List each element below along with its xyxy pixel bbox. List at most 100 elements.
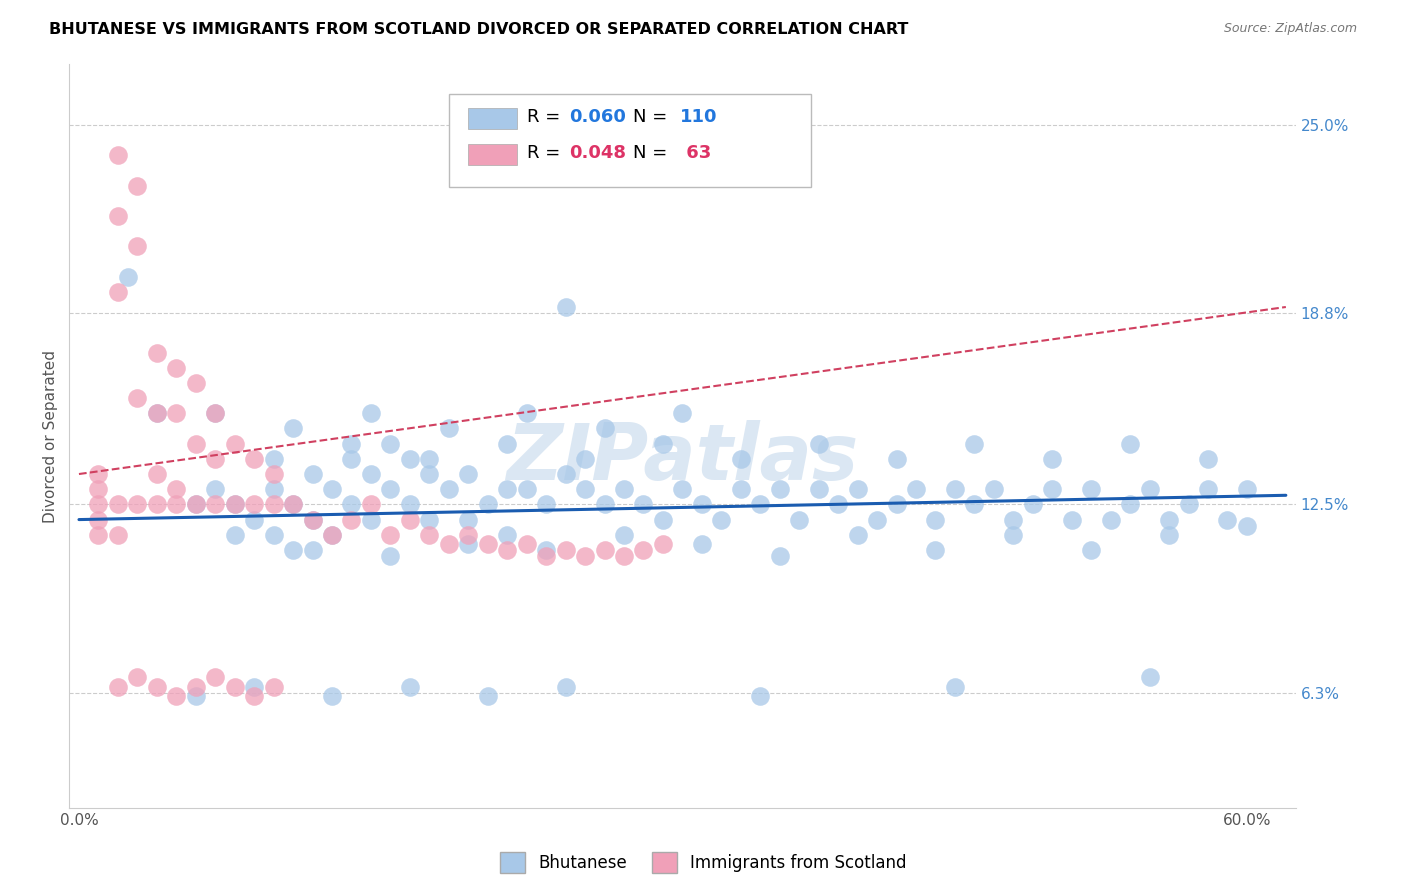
Point xyxy=(1236,518,1258,533)
Text: N =: N = xyxy=(633,144,673,161)
Point xyxy=(671,482,693,496)
Point xyxy=(301,512,323,526)
Point xyxy=(281,421,304,435)
Point xyxy=(360,406,382,420)
Point xyxy=(107,209,129,223)
Point xyxy=(807,482,830,496)
Point xyxy=(437,421,460,435)
Point xyxy=(87,512,110,526)
Point xyxy=(1197,451,1219,466)
Point xyxy=(574,549,596,563)
Point xyxy=(457,467,479,481)
Point xyxy=(165,482,187,496)
Point xyxy=(263,451,285,466)
Point xyxy=(496,482,519,496)
Point xyxy=(184,689,207,703)
Point xyxy=(1139,671,1161,685)
Point xyxy=(263,467,285,481)
Point xyxy=(534,497,557,511)
Point xyxy=(418,512,440,526)
Point xyxy=(710,512,733,526)
Point xyxy=(904,482,927,496)
Text: 63: 63 xyxy=(681,144,711,161)
Point xyxy=(281,497,304,511)
Point xyxy=(593,497,616,511)
Point xyxy=(477,537,499,551)
Point xyxy=(1099,512,1122,526)
Point xyxy=(574,482,596,496)
Point xyxy=(866,512,889,526)
Point xyxy=(769,482,792,496)
Point xyxy=(380,528,402,542)
Point xyxy=(690,537,713,551)
Point xyxy=(477,497,499,511)
Point xyxy=(263,482,285,496)
Point xyxy=(184,497,207,511)
Text: Source: ZipAtlas.com: Source: ZipAtlas.com xyxy=(1223,22,1357,36)
Point xyxy=(117,269,139,284)
Point xyxy=(165,689,187,703)
Point xyxy=(360,467,382,481)
Point xyxy=(652,512,675,526)
Point xyxy=(1157,512,1180,526)
Point xyxy=(224,436,246,450)
Point xyxy=(963,436,986,450)
Point xyxy=(204,497,226,511)
Point xyxy=(1139,482,1161,496)
Point xyxy=(924,543,946,558)
Point xyxy=(886,497,908,511)
Point xyxy=(399,451,422,466)
Point xyxy=(127,391,149,405)
Point xyxy=(204,451,226,466)
Point xyxy=(437,537,460,551)
Point xyxy=(146,497,169,511)
Point xyxy=(418,467,440,481)
Point xyxy=(516,537,538,551)
Point xyxy=(184,436,207,450)
Point xyxy=(983,482,1005,496)
Point xyxy=(574,451,596,466)
Point xyxy=(886,451,908,466)
Point xyxy=(321,528,343,542)
Point xyxy=(554,680,576,694)
Point xyxy=(184,497,207,511)
Point xyxy=(301,512,323,526)
Point xyxy=(963,497,986,511)
Point xyxy=(380,549,402,563)
Point xyxy=(477,689,499,703)
Point xyxy=(127,178,149,193)
Point xyxy=(554,467,576,481)
Point xyxy=(1177,497,1199,511)
Point xyxy=(457,537,479,551)
Point xyxy=(749,497,772,511)
Point xyxy=(281,543,304,558)
Point xyxy=(1040,482,1063,496)
Point xyxy=(87,497,110,511)
Point xyxy=(943,482,966,496)
Point xyxy=(301,543,323,558)
Point xyxy=(496,528,519,542)
Point xyxy=(243,689,266,703)
Point xyxy=(107,285,129,299)
Point xyxy=(321,689,343,703)
Point xyxy=(534,549,557,563)
Point xyxy=(1216,512,1239,526)
Point xyxy=(165,406,187,420)
Point xyxy=(146,345,169,359)
Point xyxy=(1119,436,1142,450)
Point xyxy=(671,406,693,420)
FancyBboxPatch shape xyxy=(468,144,517,164)
Point xyxy=(399,512,422,526)
Text: N =: N = xyxy=(633,108,673,126)
Point xyxy=(184,376,207,390)
Point xyxy=(87,467,110,481)
Point xyxy=(224,497,246,511)
Point xyxy=(380,436,402,450)
Point xyxy=(613,528,636,542)
Point xyxy=(321,528,343,542)
Point xyxy=(165,497,187,511)
Point xyxy=(652,537,675,551)
Point xyxy=(127,671,149,685)
Point xyxy=(1080,482,1102,496)
FancyBboxPatch shape xyxy=(468,108,517,128)
